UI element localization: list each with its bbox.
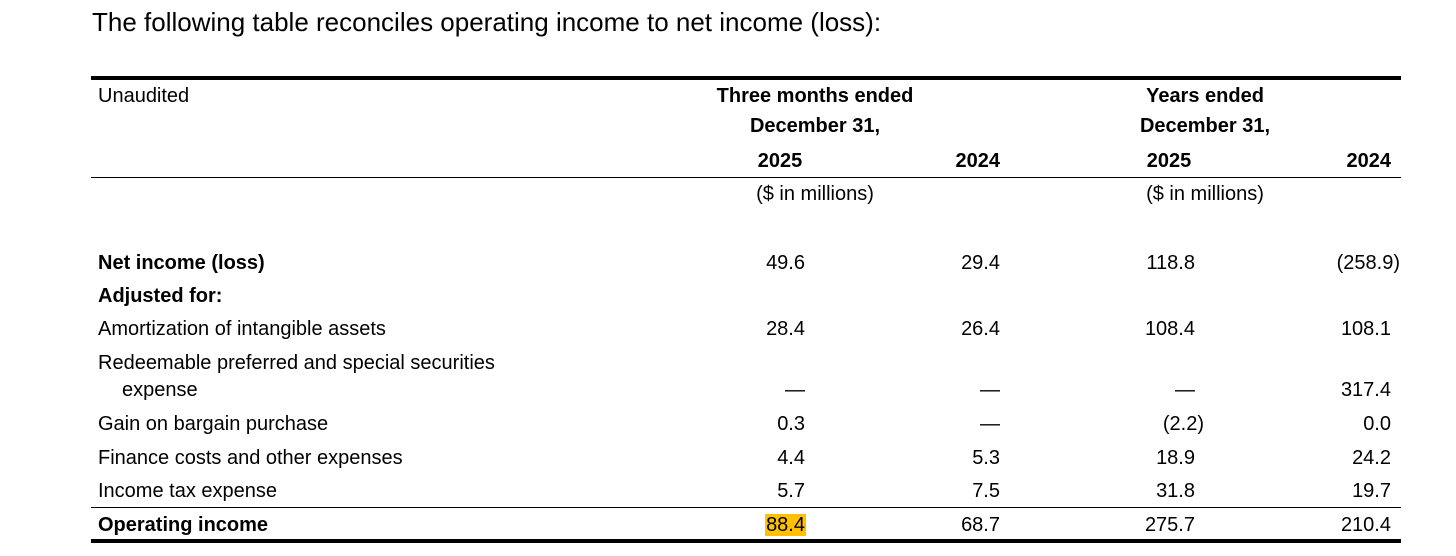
- cell-redeemable-y2024: 317.4: [1340, 379, 1391, 401]
- cell-net-income-q2025: 49.6: [766, 252, 805, 274]
- cell-finance-costs-q2024: 5.3: [972, 447, 1000, 469]
- cell-income-tax-q2024: 7.5: [972, 480, 1000, 502]
- units-label-quarter: ($ in millions): [756, 183, 874, 205]
- cell-amortization-y2024: 108.1: [1340, 318, 1391, 340]
- row-label-redeemable-line2: expense: [122, 379, 198, 401]
- row-label-finance-costs: Finance costs and other expenses: [98, 447, 403, 469]
- cell-amortization-y2025: 108.4: [1144, 318, 1195, 340]
- header-divider: [91, 177, 1401, 178]
- col-header-2024-y: 2024: [1346, 150, 1392, 172]
- cell-finance-costs-q2025: 4.4: [777, 447, 805, 469]
- cell-net-income-q2024: 29.4: [961, 252, 1000, 274]
- header-three-months-line1: Three months ended: [716, 85, 914, 107]
- header-three-months-line2: December 31,: [749, 115, 881, 137]
- highlighted-value: 88.4: [765, 514, 806, 536]
- row-label-gain-bargain: Gain on bargain purchase: [98, 413, 329, 435]
- cell-operating-income-q2025: 88.4: [765, 512, 806, 538]
- col-header-2025-y: 2025: [1146, 150, 1192, 172]
- cell-net-income-y2024: (258.9): [1336, 252, 1400, 274]
- cell-redeemable-q2025: —: [785, 379, 805, 401]
- row-label-amortization: Amortization of intangible assets: [98, 318, 386, 340]
- cell-income-tax-y2025: 31.8: [1156, 480, 1195, 502]
- units-label-year: ($ in millions): [1146, 183, 1264, 205]
- table-top-rule: [91, 76, 1401, 80]
- cell-finance-costs-y2024: 24.2: [1352, 447, 1391, 469]
- row-label-net-income: Net income (loss): [98, 252, 265, 274]
- cell-amortization-q2025: 28.4: [766, 318, 805, 340]
- cell-finance-costs-y2025: 18.9: [1156, 447, 1195, 469]
- header-years-line1: Years ended: [1146, 85, 1264, 107]
- cell-income-tax-y2024: 19.7: [1352, 480, 1391, 502]
- header-years-line2: December 31,: [1139, 115, 1271, 137]
- cell-redeemable-y2025: —: [1175, 379, 1195, 401]
- row-label-adjusted-for: Adjusted for:: [98, 285, 223, 307]
- header-unaudited: Unaudited: [98, 85, 190, 107]
- cell-gain-bargain-y2025: (2.2): [1162, 413, 1204, 435]
- cell-redeemable-q2024: —: [980, 379, 1000, 401]
- col-header-2025-q: 2025: [757, 150, 803, 172]
- row-label-redeemable-line1: Redeemable preferred and special securit…: [98, 352, 495, 374]
- cell-operating-income-y2024: 210.4: [1340, 514, 1391, 536]
- intro-text: The following table reconciles operating…: [92, 7, 882, 37]
- cell-gain-bargain-q2025: 0.3: [777, 413, 805, 435]
- cell-amortization-q2024: 26.4: [961, 318, 1000, 340]
- cell-gain-bargain-y2024: 0.0: [1363, 413, 1391, 435]
- row-label-income-tax: Income tax expense: [98, 480, 277, 502]
- cell-net-income-y2025: 118.8: [1146, 252, 1195, 274]
- cell-gain-bargain-q2024: —: [980, 413, 1000, 435]
- cell-operating-income-y2025: 275.7: [1144, 514, 1195, 536]
- operating-income-top-rule: [91, 507, 1401, 508]
- row-label-operating-income: Operating income: [98, 514, 269, 536]
- table-bottom-rule: [91, 539, 1401, 543]
- col-header-2024-q: 2024: [955, 150, 1001, 172]
- cell-income-tax-q2025: 5.7: [777, 480, 805, 502]
- cell-operating-income-q2024: 68.7: [961, 514, 1000, 536]
